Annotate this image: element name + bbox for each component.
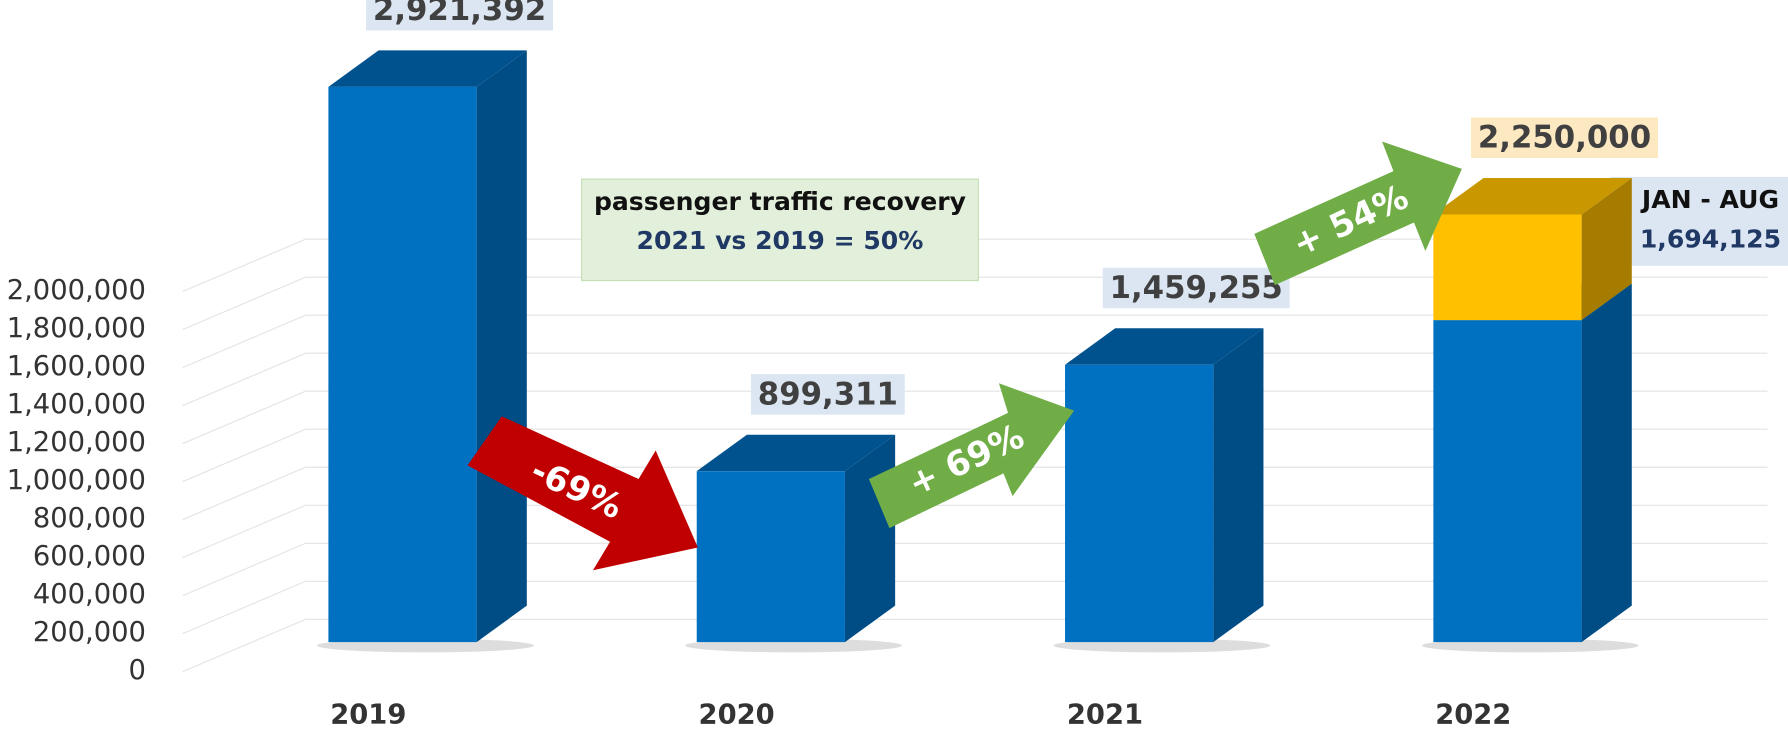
bar xyxy=(696,471,845,643)
partial-label: JAN - AUG xyxy=(1640,185,1779,214)
grid-line xyxy=(182,428,1768,483)
grid-line xyxy=(182,390,1768,445)
y-tick-label: 1,600,000 xyxy=(7,351,146,382)
value-label-bg xyxy=(366,0,554,31)
bar xyxy=(328,86,477,643)
grid-line xyxy=(182,504,1768,559)
bar-side xyxy=(1213,328,1264,643)
annotation: + 54% xyxy=(1287,177,1415,265)
value-label-bg xyxy=(1102,267,1290,309)
arrow-down xyxy=(467,416,698,571)
x-tick-label: 2019 xyxy=(330,700,406,730)
value-label: 899,311 xyxy=(758,376,898,412)
bar-side xyxy=(844,434,896,643)
y-tick-label: 1,400,000 xyxy=(7,389,146,420)
projected-bar xyxy=(1433,214,1582,321)
y-tick-label: 1,200,000 xyxy=(7,427,146,458)
bar-top xyxy=(696,434,896,472)
y-tick-label: 1,000,000 xyxy=(7,465,146,496)
arrow-up xyxy=(1254,141,1462,286)
x-tick-label: 2022 xyxy=(1435,700,1511,730)
callout-text: 2021 vs 2019 = 50% xyxy=(637,226,924,255)
bar-side xyxy=(1581,283,1632,643)
value-label: 2,921,392 xyxy=(373,0,546,28)
y-tick-label: 0 xyxy=(129,655,146,686)
arrow-up xyxy=(868,383,1075,529)
bar xyxy=(1433,320,1582,643)
grid-line xyxy=(182,352,1768,407)
y-tick-label: 800,000 xyxy=(33,503,146,534)
y-tick-label: 200,000 xyxy=(33,617,146,648)
y-tick-label: 400,000 xyxy=(33,579,146,610)
grid-line xyxy=(182,580,1768,635)
x-tick-label: 2021 xyxy=(1067,700,1143,730)
partial-box xyxy=(1610,176,1788,266)
y-tick-label: 1,800,000 xyxy=(7,313,146,344)
projected-bar-side xyxy=(1581,177,1632,321)
value-label: 2,250,000 xyxy=(1478,120,1651,156)
value-label-bg xyxy=(750,374,905,415)
value-label-bg xyxy=(1471,117,1658,158)
grid-line xyxy=(182,618,1768,673)
y-tick-label: 2,000,000 xyxy=(7,275,146,306)
callout-title: passenger traffic recovery xyxy=(594,187,966,216)
projected-bar-top xyxy=(1433,177,1632,215)
bar-side xyxy=(476,50,527,643)
value-label: 1,459,255 xyxy=(1110,270,1283,306)
grid-line xyxy=(182,542,1768,597)
value-label: 1,694,125 xyxy=(1640,225,1781,254)
callout-box xyxy=(580,178,979,282)
bar xyxy=(1065,364,1214,643)
grid-line xyxy=(182,466,1768,521)
x-tick-label: 2020 xyxy=(699,700,775,730)
y-tick-label: 600,000 xyxy=(33,541,146,572)
grid-line xyxy=(182,314,1768,369)
bar-top xyxy=(328,50,527,87)
bar-top xyxy=(1065,328,1264,365)
